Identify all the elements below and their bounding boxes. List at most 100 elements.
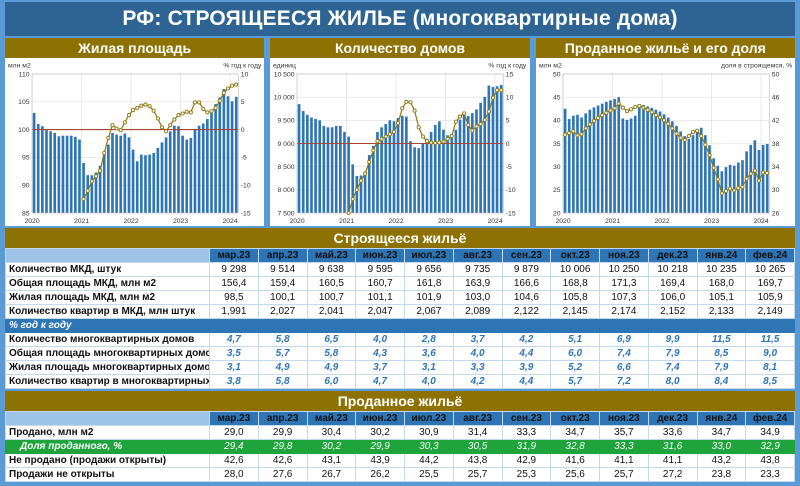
- axis-labels: 7 500 8 000 8 500 9 000 9 500 10 000 10 500 -15…: [274, 71, 516, 225]
- table-cell: 169,4: [647, 276, 698, 291]
- bar: [164, 137, 168, 213]
- table-cell: 10 218: [647, 262, 698, 277]
- table-cell: 1,991: [209, 304, 259, 319]
- bar: [670, 121, 674, 213]
- yoy-marker: [367, 159, 372, 165]
- bar: [584, 113, 587, 213]
- bar: [749, 144, 752, 213]
- sold-table: мар.23 апр.23 май.23 июн.23 июл.23 авг.23 сен.…: [5, 411, 795, 482]
- bar: [450, 133, 454, 213]
- right-tick-label: -10: [241, 183, 251, 190]
- left-axis-caption: млн м2: [539, 63, 562, 70]
- left-tick-label: 105: [18, 99, 30, 106]
- table-cell: 8,5: [745, 374, 795, 389]
- table-row: Продано, млн м2 29,0 29,9 30,4 30,2 30,9 31,4 3…: [5, 425, 795, 440]
- table-cell: 166,6: [501, 276, 552, 291]
- yoy-marker: [89, 179, 94, 184]
- yoy-marker: [363, 171, 368, 176]
- bar: [45, 129, 48, 213]
- table-cell: 43,8: [745, 453, 795, 468]
- bar: [302, 111, 305, 213]
- living-area-chart-svg: 85 90 95 100 105 110 -15 -10 -5 0 5 10 2020 2021 2022 2…: [8, 63, 262, 225]
- bar: [173, 125, 176, 213]
- yoy-marker: [686, 133, 691, 139]
- bar: [160, 142, 164, 213]
- table-cell: 2,8: [404, 332, 454, 347]
- bar: [388, 120, 392, 213]
- right-tick-label: 5: [241, 99, 245, 106]
- bar: [206, 119, 209, 213]
- yoy-marker: [566, 131, 571, 136]
- yoy-subheader-row: % год к году: [5, 318, 795, 333]
- plot-border: [31, 73, 239, 214]
- table-cell: 42,9: [501, 453, 552, 468]
- month-header: ноя.23: [599, 248, 649, 263]
- month-header: апр.23: [257, 248, 308, 263]
- table-cell: 8,4: [696, 374, 747, 389]
- yoy-marker: [636, 103, 642, 108]
- table-cell: 7,4: [647, 360, 698, 375]
- bar: [600, 103, 604, 213]
- yoy-marker: [85, 188, 90, 193]
- bar: [425, 138, 429, 213]
- bar: [707, 145, 711, 213]
- bar: [434, 124, 437, 213]
- yoy-marker: [98, 168, 103, 173]
- row-label: Количество квартир в многоквартирных дом…: [5, 374, 210, 389]
- yoy-marker: [702, 142, 708, 147]
- yoy-marker: [205, 110, 210, 115]
- bars-series: [563, 97, 769, 213]
- table-cell: 106,0: [647, 290, 698, 305]
- yoy-marker: [209, 109, 214, 114]
- yoy-marker: [192, 100, 197, 105]
- right-axis-caption: доля в строящемся, %: [721, 63, 792, 70]
- right-tick-label: -15: [506, 210, 516, 217]
- bar: [592, 107, 595, 213]
- table-cell: 2,041: [306, 304, 357, 319]
- table-cell: 32,8: [550, 439, 600, 454]
- bar: [421, 143, 425, 213]
- table-cell: 4,7: [355, 374, 405, 389]
- table-cell: 163,9: [452, 276, 503, 291]
- bar: [612, 99, 616, 213]
- bar: [82, 162, 85, 213]
- bar: [102, 154, 106, 213]
- table-cell: 5,8: [257, 332, 308, 347]
- bars-series: [32, 89, 238, 213]
- bar: [753, 140, 756, 213]
- bar: [210, 112, 213, 213]
- table-cell: 29,0: [209, 425, 259, 440]
- bar: [716, 165, 719, 213]
- table-cell: 104,6: [501, 290, 552, 305]
- yoy-subheader-filler: [209, 318, 795, 333]
- page-title: РФ: СТРОЯЩЕЕСЯ ЖИЛЬЕ (многоквартирные до…: [5, 2, 795, 36]
- yoy-marker: [487, 109, 492, 114]
- yoy-marker: [727, 186, 732, 191]
- table-row: Жилая площадь МКД, млн м2 98,5 100,1 100,7 1…: [5, 290, 795, 305]
- table-cell: 9 298: [209, 262, 259, 277]
- chart-panel-sold-share: Проданное жильё и его доля 20 25 30 35 40 45 5…: [535, 38, 795, 226]
- yoy-marker: [445, 136, 451, 141]
- table-cell: 10 265: [745, 262, 795, 277]
- bar: [761, 144, 765, 213]
- yoy-marker: [756, 178, 761, 183]
- bar: [193, 129, 197, 213]
- table-cell: 9,0: [745, 346, 795, 361]
- table-cell: 161,8: [404, 276, 454, 291]
- yoy-marker: [731, 188, 736, 193]
- corner-cell: [5, 248, 210, 263]
- month-header: сен.23: [501, 248, 552, 263]
- bar: [372, 145, 375, 213]
- yoy-marker: [694, 128, 699, 133]
- right-tick-label: 10: [241, 71, 249, 78]
- table-cell: 9 595: [355, 262, 405, 277]
- right-tick-label: 26: [771, 210, 779, 217]
- month-header: фев.24: [745, 248, 795, 263]
- yoy-marker: [483, 117, 488, 122]
- table-cell: 26,2: [355, 467, 405, 482]
- bar: [335, 125, 338, 213]
- left-tick-label: 10 500: [274, 71, 295, 78]
- yoy-marker: [562, 132, 567, 137]
- yoy-marker: [499, 88, 504, 93]
- bar: [152, 152, 156, 213]
